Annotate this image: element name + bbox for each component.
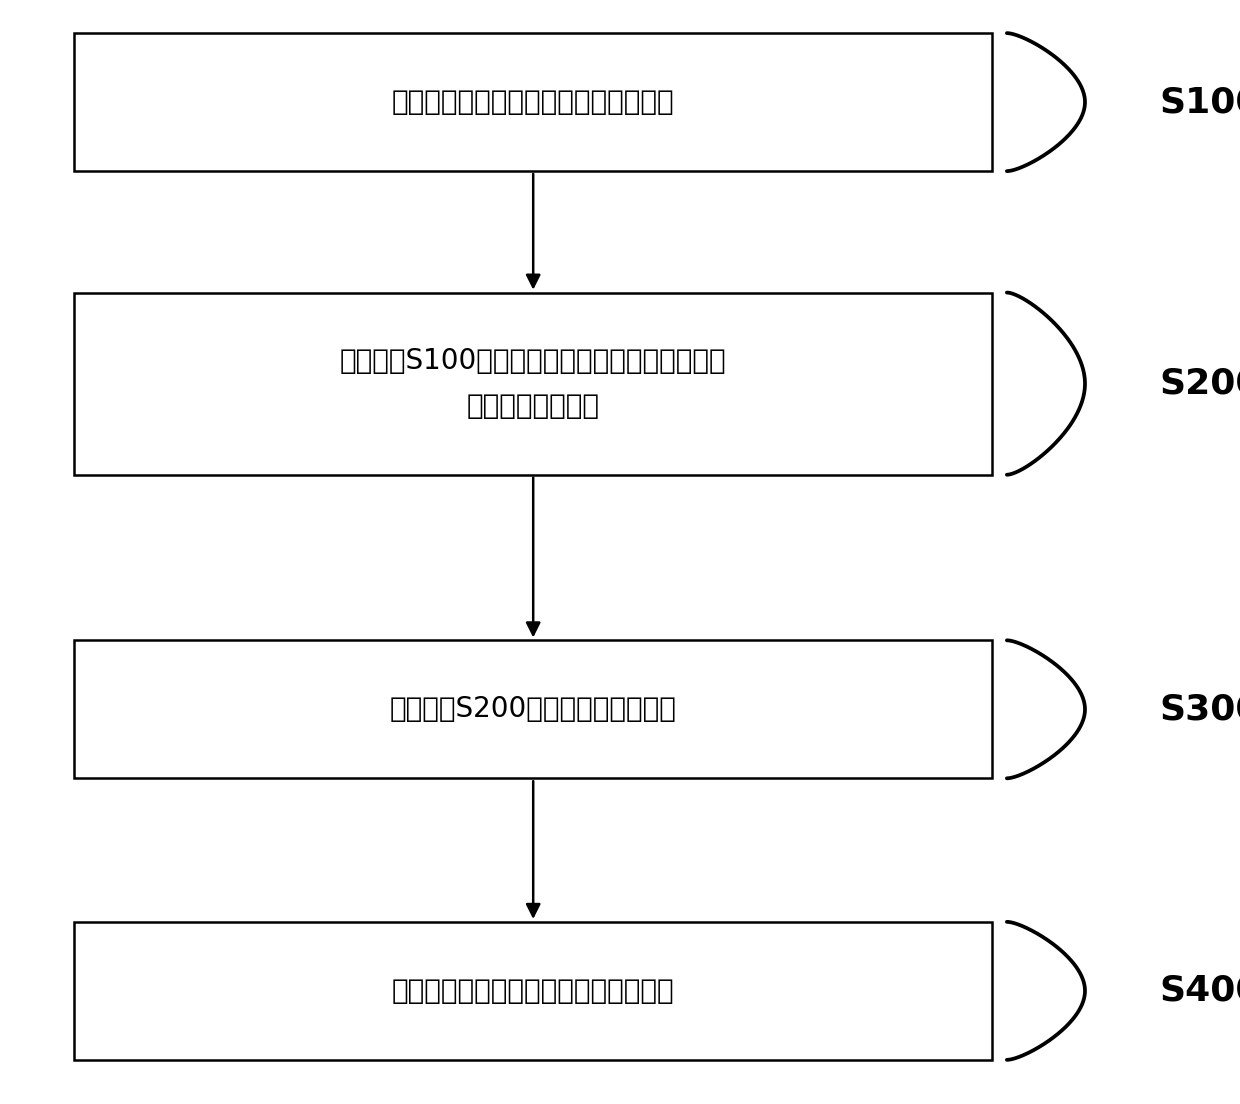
Bar [74, 640, 992, 778]
Text: S400: S400 [1159, 974, 1240, 1008]
Text: 基于步骤S100计算信号在当前跳频频点的码相位
偏移和多普勒偏移: 基于步骤S100计算信号在当前跳频频点的码相位 偏移和多普勒偏移 [340, 347, 727, 421]
Text: S200: S200 [1159, 367, 1240, 401]
Text: S300: S300 [1159, 692, 1240, 726]
Bar [74, 922, 992, 1060]
Bar [74, 293, 992, 475]
Text: S100: S100 [1159, 85, 1240, 119]
Text: 对信号在设定跳频频点处进行载波剥离: 对信号在设定跳频频点处进行载波剥离 [392, 88, 675, 116]
Text: 计算信号在所有跳频频点的多普勒偏移: 计算信号在所有跳频频点的多普勒偏移 [392, 977, 675, 1005]
Text: 基于步骤S200实现跳频图案的同步: 基于步骤S200实现跳频图案的同步 [389, 696, 677, 723]
Bar [74, 33, 992, 171]
